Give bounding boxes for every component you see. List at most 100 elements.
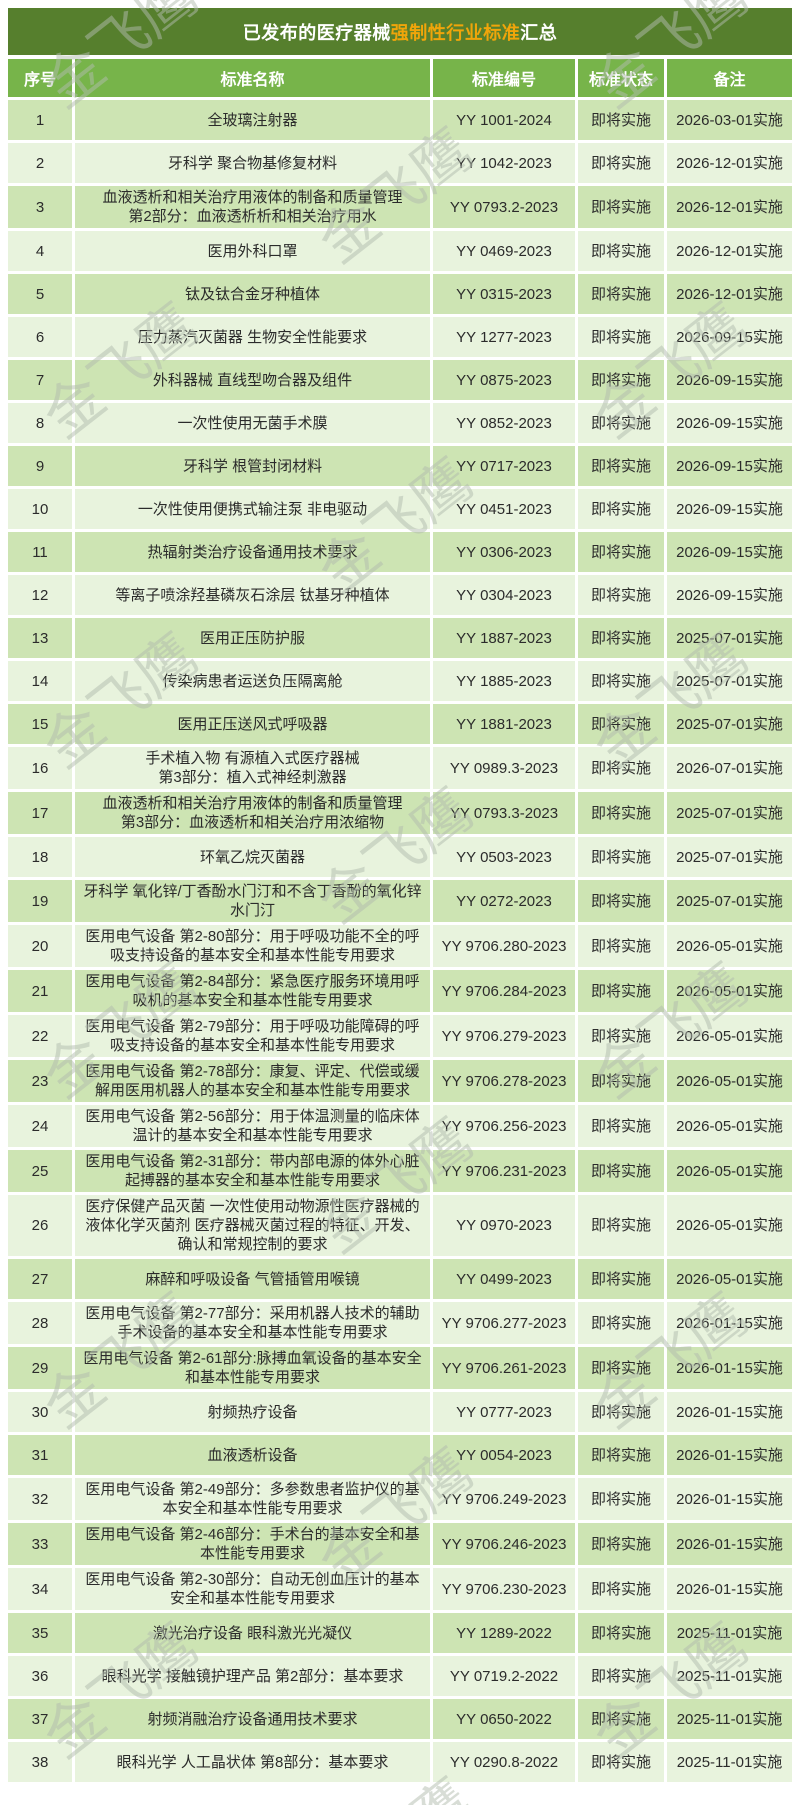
row-code: YY 0054-2023	[433, 1435, 575, 1475]
table-row: 6 压力蒸汽灭菌器 生物安全性能要求 YY 1277-2023 即将实施 2026-09…	[8, 317, 792, 357]
row-note: 2026-05-01实施	[667, 1015, 792, 1057]
table-row: 22 医用电气设备 第2-79部分：用于呼吸功能障碍的呼 吸支持设备的基本安全和基…	[8, 1015, 792, 1057]
row-status: 即将实施	[578, 1347, 664, 1389]
row-code: YY 0793.2-2023	[433, 186, 575, 228]
row-status: 即将实施	[578, 704, 664, 744]
row-name: 医用正压防护服	[75, 618, 430, 658]
table-row: 30 射频热疗设备 YY 0777-2023 即将实施 2026-01-15实施	[8, 1392, 792, 1432]
row-note: 2026-12-01实施	[667, 274, 792, 314]
row-note: 2026-09-15实施	[667, 403, 792, 443]
row-no: 14	[8, 661, 72, 701]
row-status: 即将实施	[578, 489, 664, 529]
row-code: YY 9706.277-2023	[433, 1302, 575, 1344]
row-status: 即将实施	[578, 618, 664, 658]
row-code: YY 0272-2023	[433, 880, 575, 922]
row-note: 2026-05-01实施	[667, 1060, 792, 1102]
row-note: 2025-11-01实施	[667, 1699, 792, 1739]
row-status: 即将实施	[578, 661, 664, 701]
row-no: 36	[8, 1656, 72, 1696]
row-name: 医用电气设备 第2-78部分：康复、评定、代偿或缓 解用医用机器人的基本安全和基…	[75, 1060, 430, 1102]
row-note: 2026-09-15实施	[667, 532, 792, 572]
row-no: 33	[8, 1523, 72, 1565]
row-code: YY 9706.256-2023	[433, 1105, 575, 1147]
table-row: 16 手术植入物 有源植入式医疗器械 第3部分：植入式神经刺激器 YY 0989.3…	[8, 747, 792, 789]
row-code: YY 0304-2023	[433, 575, 575, 615]
row-name: 医用电气设备 第2-46部分：手术台的基本安全和基 本性能专用要求	[75, 1523, 430, 1565]
row-no: 21	[8, 970, 72, 1012]
row-code: YY 0852-2023	[433, 403, 575, 443]
row-note: 2026-03-01实施	[667, 100, 792, 140]
table-row: 32 医用电气设备 第2-49部分：多参数患者监护仪的基 本安全和基本性能专用要求…	[8, 1478, 792, 1520]
row-name: 压力蒸汽灭菌器 生物安全性能要求	[75, 317, 430, 357]
row-no: 32	[8, 1478, 72, 1520]
row-note: 2025-11-01实施	[667, 1656, 792, 1696]
row-status: 即将实施	[578, 403, 664, 443]
row-no: 31	[8, 1435, 72, 1475]
row-name: 一次性使用无菌手术膜	[75, 403, 430, 443]
row-status: 即将实施	[578, 747, 664, 789]
row-code: YY 1289-2022	[433, 1613, 575, 1653]
row-name: 医用电气设备 第2-30部分：自动无创血压计的基本 安全和基本性能专用要求	[75, 1568, 430, 1610]
row-code: YY 9706.284-2023	[433, 970, 575, 1012]
row-no: 35	[8, 1613, 72, 1653]
row-status: 即将实施	[578, 1015, 664, 1057]
row-name: 眼科光学 接触镜护理产品 第2部分：基本要求	[75, 1656, 430, 1696]
row-note: 2026-07-01实施	[667, 747, 792, 789]
row-name: 医疗保健产品灭菌 一次性使用动物源性医疗器械的 液体化学灭菌剂 医疗器械灭菌过程…	[75, 1195, 430, 1256]
row-no: 18	[8, 837, 72, 877]
row-code: YY 1001-2024	[433, 100, 575, 140]
row-status: 即将实施	[578, 1478, 664, 1520]
row-code: YY 0777-2023	[433, 1392, 575, 1432]
page-title: 已发布的医疗器械 强制性行业标准 汇总	[8, 8, 792, 55]
row-status: 即将实施	[578, 837, 664, 877]
row-no: 24	[8, 1105, 72, 1147]
table-row: 21 医用电气设备 第2-84部分：紧急医疗服务环境用呼 吸机的基本安全和基本性能…	[8, 970, 792, 1012]
row-name: 血液透析和相关治疗用液体的制备和质量管理 第2部分：血液透析析和相关治疗用水	[75, 186, 430, 228]
row-no: 19	[8, 880, 72, 922]
row-code: YY 9706.231-2023	[433, 1150, 575, 1192]
table-row: 29 医用电气设备 第2-61部分:脉搏血氧设备的基本安全 和基本性能专用要求 YY…	[8, 1347, 792, 1389]
row-note: 2025-07-01实施	[667, 618, 792, 658]
row-status: 即将实施	[578, 1699, 664, 1739]
row-note: 2026-01-15实施	[667, 1392, 792, 1432]
row-note: 2026-09-15实施	[667, 360, 792, 400]
row-status: 即将实施	[578, 446, 664, 486]
row-note: 2026-12-01实施	[667, 143, 792, 183]
row-name: 医用电气设备 第2-80部分：用于呼吸功能不全的呼 吸支持设备的基本安全和基本性…	[75, 925, 430, 967]
table-body: 1 全玻璃注射器 YY 1001-2024 即将实施 2026-03-01实施 2 牙科学 …	[8, 100, 792, 1782]
row-name: 手术植入物 有源植入式医疗器械 第3部分：植入式神经刺激器	[75, 747, 430, 789]
table-row: 9 牙科学 根管封闭材料 YY 0717-2023 即将实施 2026-09-15实施	[8, 446, 792, 486]
row-status: 即将实施	[578, 880, 664, 922]
table-row: 34 医用电气设备 第2-30部分：自动无创血压计的基本 安全和基本性能专用要求 Y…	[8, 1568, 792, 1610]
table-row: 26 医疗保健产品灭菌 一次性使用动物源性医疗器械的 液体化学灭菌剂 医疗器械灭菌…	[8, 1195, 792, 1256]
row-name: 医用电气设备 第2-31部分：带内部电源的体外心脏 起搏器的基本安全和基本性能专…	[75, 1150, 430, 1192]
table-row: 31 血液透析设备 YY 0054-2023 即将实施 2026-01-15实施	[8, 1435, 792, 1475]
row-note: 2026-05-01实施	[667, 970, 792, 1012]
row-code: YY 0451-2023	[433, 489, 575, 529]
row-no: 28	[8, 1302, 72, 1344]
row-name: 射频热疗设备	[75, 1392, 430, 1432]
row-note: 2026-01-15实施	[667, 1523, 792, 1565]
row-note: 2026-01-15实施	[667, 1347, 792, 1389]
row-no: 11	[8, 532, 72, 572]
table-row: 23 医用电气设备 第2-78部分：康复、评定、代偿或缓 解用医用机器人的基本安全…	[8, 1060, 792, 1102]
row-name: 医用正压送风式呼吸器	[75, 704, 430, 744]
row-no: 29	[8, 1347, 72, 1389]
table-row: 11 热辐射类治疗设备通用技术要求 YY 0306-2023 即将实施 2026-09-…	[8, 532, 792, 572]
row-note: 2026-09-15实施	[667, 575, 792, 615]
row-no: 23	[8, 1060, 72, 1102]
row-status: 即将实施	[578, 1392, 664, 1432]
row-name: 医用电气设备 第2-56部分：用于体温测量的临床体 温计的基本安全和基本性能专用…	[75, 1105, 430, 1147]
table-row: 24 医用电气设备 第2-56部分：用于体温测量的临床体 温计的基本安全和基本性能…	[8, 1105, 792, 1147]
row-status: 即将实施	[578, 792, 664, 834]
row-status: 即将实施	[578, 1568, 664, 1610]
table-row: 17 血液透析和相关治疗用液体的制备和质量管理 第3部分：血液透析和相关治疗用浓缩…	[8, 792, 792, 834]
row-note: 2026-05-01实施	[667, 1150, 792, 1192]
row-name: 医用电气设备 第2-79部分：用于呼吸功能障碍的呼 吸支持设备的基本安全和基本性…	[75, 1015, 430, 1057]
row-note: 2025-07-01实施	[667, 661, 792, 701]
row-name: 牙科学 根管封闭材料	[75, 446, 430, 486]
row-code: YY 0469-2023	[433, 231, 575, 271]
table-row: 38 眼科光学 人工晶状体 第8部分：基本要求 YY 0290.8-2022 即将实施…	[8, 1742, 792, 1782]
table-row: 1 全玻璃注射器 YY 1001-2024 即将实施 2026-03-01实施	[8, 100, 792, 140]
